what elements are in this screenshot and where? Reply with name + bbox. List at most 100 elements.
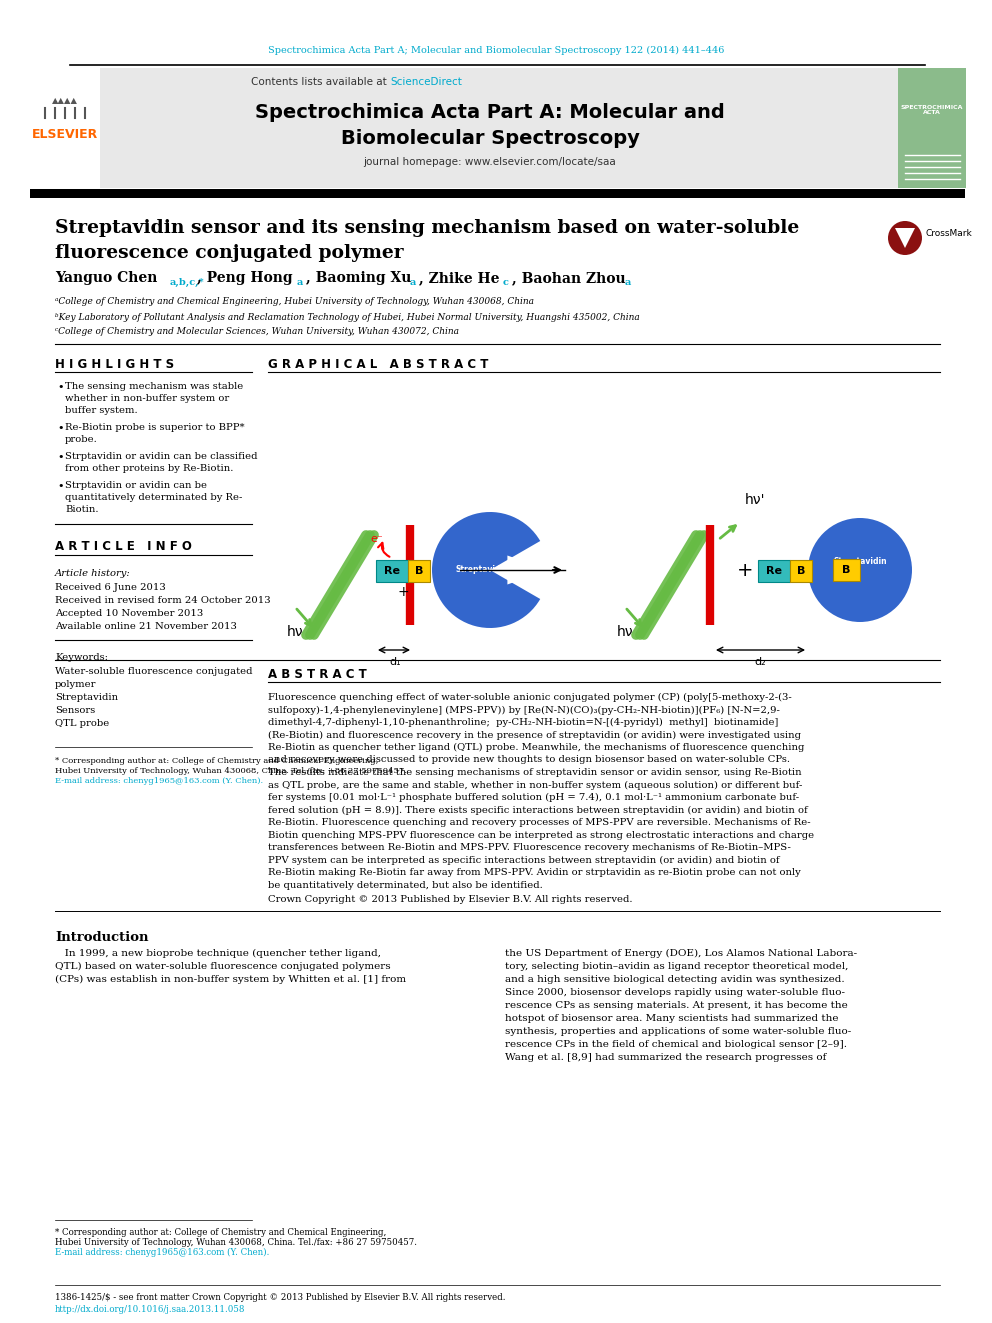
Text: whether in non-buffer system or: whether in non-buffer system or	[65, 394, 229, 404]
Text: Streptavidin sensor and its sensing mechanism based on water-soluble: Streptavidin sensor and its sensing mech…	[55, 220, 800, 237]
Text: Fluorescence quenching effect of water-soluble anionic conjugated polymer (CP) (: Fluorescence quenching effect of water-s…	[268, 693, 792, 703]
Text: c: c	[503, 278, 509, 287]
Text: •: •	[57, 482, 63, 491]
FancyArrowPatch shape	[378, 542, 390, 557]
Text: (CPs) was establish in non-buffer system by Whitten et al. [1] from: (CPs) was establish in non-buffer system…	[55, 975, 406, 984]
Text: ᵃCollege of Chemistry and Chemical Engineering, Hubei University of Technology, : ᵃCollege of Chemistry and Chemical Engin…	[55, 298, 534, 307]
Text: In 1999, a new bioprobe technique (quencher tether ligand,: In 1999, a new bioprobe technique (quenc…	[55, 949, 381, 958]
Bar	[898, 67, 966, 188]
Text: Article history:: Article history:	[55, 569, 131, 578]
Text: Received 6 June 2013: Received 6 June 2013	[55, 583, 166, 591]
Bar	[30, 67, 100, 188]
Text: Streptavidin: Streptavidin	[455, 565, 509, 574]
Text: H I G H L I G H T S: H I G H L I G H T S	[55, 357, 175, 370]
Text: sulfopoxy)-1,4-phenylenevinylene] (MPS-PPV)) by [Re(N-N)(CO)₃(py-CH₂-NH-biotin)]: sulfopoxy)-1,4-phenylenevinylene] (MPS-P…	[268, 705, 780, 714]
Text: tory, selecting biotin–avidin as ligand receptor theoretical model,: tory, selecting biotin–avidin as ligand …	[505, 962, 848, 971]
Text: and a high sensitive biological detecting avidin was synthesized.: and a high sensitive biological detectin…	[505, 975, 844, 984]
Text: ᵇKey Laboratory of Pollutant Analysis and Reclamation Technology of Hubei, Hubei: ᵇKey Laboratory of Pollutant Analysis an…	[55, 312, 640, 321]
Text: , Zhike He: , Zhike He	[419, 271, 500, 284]
Text: Re-Biotin. Fluorescence quenching and recovery processes of MPS-PPV are reversib: Re-Biotin. Fluorescence quenching and re…	[268, 818, 810, 827]
Text: rescence CPs in the field of chemical and biological sensor [2–9].: rescence CPs in the field of chemical an…	[505, 1040, 847, 1049]
Text: Hubei University of Technology, Wuhan 430068, China. Tel./fax: +86 27 59750457.: Hubei University of Technology, Wuhan 43…	[55, 1238, 417, 1248]
Text: polymer: polymer	[55, 680, 96, 689]
Wedge shape	[432, 512, 541, 628]
Text: Water-soluble fluorescence conjugated: Water-soluble fluorescence conjugated	[55, 667, 253, 676]
Text: Strptavidin or avidin can be: Strptavidin or avidin can be	[65, 482, 207, 490]
Text: B: B	[797, 566, 806, 576]
Text: B: B	[415, 566, 424, 576]
Text: (Re-Biotin) and fluorescence recovery in the presence of streptavidin (or avidin: (Re-Biotin) and fluorescence recovery in…	[268, 730, 801, 740]
Text: QTL) based on water-soluble fluorescence conjugated polymers: QTL) based on water-soluble fluorescence…	[55, 962, 391, 971]
Text: Biotin quenching MPS-PPV fluorescence can be interpreted as strong electrostatic: Biotin quenching MPS-PPV fluorescence ca…	[268, 831, 814, 840]
Text: The results indicate that the sensing mechanisms of streptavidin sensor or avidi: The results indicate that the sensing me…	[268, 767, 802, 777]
Text: hν': hν'	[745, 493, 766, 507]
Text: * Corresponding author at: College of Chemistry and Chemical Engineering,: * Corresponding author at: College of Ch…	[55, 1228, 386, 1237]
Bar	[790, 560, 812, 582]
Text: +: +	[737, 561, 753, 579]
Text: Since 2000, biosensor develops rapidly using water-soluble fluo-: Since 2000, biosensor develops rapidly u…	[505, 988, 845, 998]
Text: rescence CPs as sensing materials. At present, it has become the: rescence CPs as sensing materials. At pr…	[505, 1002, 848, 1009]
Text: •: •	[57, 452, 63, 462]
Text: Streptavidin: Streptavidin	[833, 557, 887, 566]
Text: dimethyl-4,7-diphenyl-1,10-phenanthroline;  py-CH₂-NH-biotin=N-[(4-pyridyl)  met: dimethyl-4,7-diphenyl-1,10-phenanthrolin…	[268, 718, 779, 728]
Text: PPV system can be interpreted as specific interactions between streptavidin (or : PPV system can be interpreted as specifi…	[268, 856, 780, 865]
Text: hν: hν	[287, 624, 304, 639]
Text: •: •	[57, 423, 63, 433]
Text: ELSEVIER: ELSEVIER	[32, 128, 98, 142]
Text: as QTL probe, are the same and stable, whether in non-buffer system (aqueous sol: as QTL probe, are the same and stable, w…	[268, 781, 803, 790]
Text: CrossMark: CrossMark	[925, 229, 972, 238]
Text: Re-Biotin making Re-Biotin far away from MPS-PPV. Avidin or strptavidin as re-Bi: Re-Biotin making Re-Biotin far away from…	[268, 868, 801, 877]
Text: Yanguo Chen: Yanguo Chen	[55, 271, 163, 284]
Text: ScienceDirect: ScienceDirect	[390, 77, 462, 87]
Text: d₂: d₂	[755, 658, 766, 667]
Text: Spectrochimica Acta Part A; Molecular and Biomolecular Spectroscopy 122 (2014) 4: Spectrochimica Acta Part A; Molecular an…	[268, 45, 724, 54]
Text: Crown Copyright © 2013 Published by Elsevier B.V. All rights reserved.: Crown Copyright © 2013 Published by Else…	[268, 894, 633, 904]
Circle shape	[808, 519, 912, 622]
Text: journal homepage: www.elsevier.com/locate/saa: journal homepage: www.elsevier.com/locat…	[364, 157, 616, 167]
Text: a: a	[297, 278, 304, 287]
Text: ▲▲▲▲: ▲▲▲▲	[52, 97, 78, 105]
Text: fered solution (pH = 8.9)]. There exists specific interactions between streptavi: fered solution (pH = 8.9)]. There exists…	[268, 806, 807, 815]
Text: * Corresponding author at: College of Chemistry and Chemical Engineering,: * Corresponding author at: College of Ch…	[55, 757, 378, 765]
Text: fluorescence conjugated polymer: fluorescence conjugated polymer	[55, 243, 404, 262]
Bar	[408, 560, 430, 582]
Text: Biotin.: Biotin.	[65, 505, 98, 515]
Text: Streptavidin: Streptavidin	[55, 693, 118, 703]
Text: , Baoming Xu: , Baoming Xu	[306, 271, 412, 284]
Text: hotspot of biosensor area. Many scientists had summarized the: hotspot of biosensor area. Many scientis…	[505, 1013, 838, 1023]
Text: Keywords:: Keywords:	[55, 654, 108, 662]
Text: Sensors: Sensors	[55, 706, 95, 714]
Text: http://dx.doi.org/10.1016/j.saa.2013.11.058: http://dx.doi.org/10.1016/j.saa.2013.11.…	[55, 1304, 245, 1314]
Text: Re-Biotin as quencher tether ligand (QTL) probe. Meanwhile, the mechanisms of fl: Re-Biotin as quencher tether ligand (QTL…	[268, 744, 805, 751]
Text: A B S T R A C T: A B S T R A C T	[268, 668, 367, 680]
Text: a: a	[625, 278, 631, 287]
Text: fer systems [0.01 mol·L⁻¹ phosphate buffered solution (pH = 7.4), 0.1 mol·L⁻¹ am: fer systems [0.01 mol·L⁻¹ phosphate buff…	[268, 792, 800, 802]
Bar	[30, 189, 965, 198]
Text: B: B	[842, 565, 851, 576]
Text: Re-Biotin probe is superior to BPP*: Re-Biotin probe is superior to BPP*	[65, 423, 245, 433]
Text: Biomolecular Spectroscopy: Biomolecular Spectroscopy	[340, 128, 640, 147]
Text: Re: Re	[766, 566, 782, 576]
Text: E-mail address: chenyg1965@163.com (Y. Chen).: E-mail address: chenyg1965@163.com (Y. C…	[55, 777, 263, 785]
Text: from other proteins by Re-Biotin.: from other proteins by Re-Biotin.	[65, 464, 233, 474]
Text: Re: Re	[384, 566, 400, 576]
Text: The sensing mechanism was stable: The sensing mechanism was stable	[65, 382, 243, 392]
Text: ᶜCollege of Chemistry and Molecular Sciences, Wuhan University, Wuhan 430072, Ch: ᶜCollege of Chemistry and Molecular Scie…	[55, 328, 459, 336]
Text: and recovery were discussed to provide new thoughts to design biosensor based on: and recovery were discussed to provide n…	[268, 755, 790, 765]
Text: transferences between Re-Biotin and MPS-PPV. Fluorescence recovery mechanisms of: transferences between Re-Biotin and MPS-…	[268, 843, 791, 852]
Bar	[833, 560, 860, 581]
Text: e⁻: e⁻	[370, 534, 383, 544]
Text: a: a	[410, 278, 417, 287]
Bar	[758, 560, 790, 582]
Text: Contents lists available at: Contents lists available at	[251, 77, 390, 87]
Text: quantitatively determinated by Re-: quantitatively determinated by Re-	[65, 493, 242, 501]
Text: 1386-1425/$ - see front matter Crown Copyright © 2013 Published by Elsevier B.V.: 1386-1425/$ - see front matter Crown Cop…	[55, 1293, 506, 1302]
Text: Hubei University of Technology, Wuhan 430068, China. Tel./fax: +86 27 59750457.: Hubei University of Technology, Wuhan 43…	[55, 767, 407, 775]
Text: Wang et al. [8,9] had summarized the research progresses of: Wang et al. [8,9] had summarized the res…	[505, 1053, 826, 1062]
Text: probe.: probe.	[65, 435, 98, 445]
Text: Accepted 10 November 2013: Accepted 10 November 2013	[55, 609, 203, 618]
Text: E-mail address: chenyg1965@163.com (Y. Chen).: E-mail address: chenyg1965@163.com (Y. C…	[55, 1248, 270, 1257]
Text: hν: hν	[617, 624, 633, 639]
Text: Received in revised form 24 October 2013: Received in revised form 24 October 2013	[55, 595, 271, 605]
Text: Introduction: Introduction	[55, 931, 149, 945]
